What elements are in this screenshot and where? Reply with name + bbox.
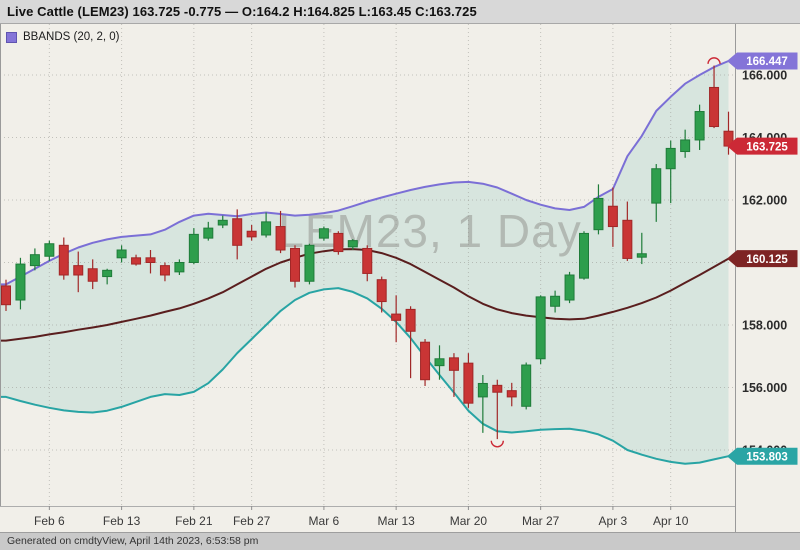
candle-body-down	[58, 244, 69, 276]
candle-body-up	[217, 219, 228, 226]
indicator-legend-label: BBANDS (20, 2, 0)	[23, 31, 120, 43]
candle-body-down	[709, 86, 720, 128]
upper-band-tag-value: 166.447	[746, 56, 788, 68]
candle-body-down	[376, 279, 387, 303]
candle-body-up	[318, 228, 329, 239]
candle-body-down	[362, 247, 373, 274]
x-axis-label: Mar 13	[377, 514, 415, 528]
candle-body-down	[391, 313, 402, 321]
candle-body-down	[622, 219, 633, 259]
candle-body-down	[87, 268, 98, 282]
generated-timestamp: Generated on cmdtyView, April 14th 2023,…	[7, 535, 259, 547]
quote-summary-text: Live Cattle (LEM23) 163.725 -0.775 — O:1…	[7, 4, 477, 19]
candle-body-up	[15, 263, 26, 301]
candles-group	[1, 65, 734, 440]
y-axis-label: 166.000	[742, 68, 787, 82]
candle-body-down	[145, 257, 156, 263]
candle-body-up	[347, 240, 358, 248]
swing-low-marker-icon	[490, 440, 504, 448]
bbands-swatch-icon	[6, 31, 17, 43]
candle-body-up	[477, 382, 488, 398]
x-axis-label: Apr 10	[653, 514, 689, 528]
candle-body-up	[636, 253, 647, 258]
lower-band-tag	[727, 447, 798, 465]
x-axis-label: Feb 21	[175, 514, 213, 528]
candle-body-down	[131, 257, 142, 265]
candle-body-down	[492, 384, 503, 393]
candle-body-down	[463, 362, 474, 404]
candle-body-down	[1, 285, 11, 306]
candle-body-down	[420, 341, 431, 381]
x-axis-label: Feb 27	[233, 514, 271, 528]
candle-body-up	[434, 358, 445, 367]
candle-body-down	[448, 357, 459, 371]
candle-body-up	[680, 139, 691, 153]
candle-body-up	[535, 296, 546, 360]
x-axis-label: Mar 6	[309, 514, 340, 528]
lower-band-line	[0, 287, 730, 465]
upper-band-tag	[727, 52, 798, 70]
candle-body-up	[550, 295, 561, 307]
candle-body-up	[694, 111, 705, 141]
y-axis-label: 158.000	[742, 319, 787, 333]
last-price-tag	[727, 137, 798, 155]
candle-body-down	[506, 390, 517, 398]
candle-body-down	[290, 247, 300, 282]
candle-body-up	[261, 221, 272, 236]
candle-body-down	[232, 218, 243, 246]
candle-body-up	[304, 244, 315, 282]
candle-body-up	[651, 168, 662, 204]
footer-bar: Generated on cmdtyView, April 14th 2023,…	[0, 532, 800, 550]
quote-title-bar: Live Cattle (LEM23) 163.725 -0.775 — O:1…	[0, 0, 800, 24]
upper-band-line	[0, 60, 730, 286]
last-price-tag-value: 163.725	[746, 141, 788, 153]
candle-body-down	[405, 308, 416, 332]
indicator-legend[interactable]: BBANDS (20, 2, 0)	[6, 31, 120, 43]
x-axis-label: Mar 27	[522, 514, 560, 528]
candle-body-down	[275, 226, 286, 251]
swing-high-marker-icon	[707, 57, 721, 64]
x-axis-label: Feb 6	[34, 514, 65, 528]
candle-body-up	[521, 364, 532, 407]
x-axis-label: Feb 13	[103, 514, 141, 528]
candle-body-up	[44, 243, 55, 257]
x-axis-label: Mar 20	[450, 514, 488, 528]
candle-body-down	[159, 265, 170, 276]
x-axis-label: Apr 3	[599, 514, 628, 528]
y-axis-label: 156.000	[742, 381, 787, 395]
candle-body-up	[665, 147, 676, 170]
middle-band-tag-value: 160.125	[746, 254, 788, 266]
candle-body-up	[564, 274, 575, 301]
candle-body-down	[607, 205, 618, 228]
candle-body-up	[593, 197, 604, 231]
candle-body-up	[116, 249, 127, 259]
candle-body-down	[246, 230, 257, 238]
lower-band-tag-value: 153.803	[746, 451, 788, 463]
candle-body-up	[29, 254, 40, 267]
candle-body-up	[174, 261, 185, 273]
candle-body-up	[203, 227, 214, 239]
candle-body-down	[73, 265, 84, 276]
y-axis-label: 162.000	[742, 193, 787, 207]
candle-body-up	[102, 269, 113, 278]
candle-body-up	[579, 232, 589, 279]
middle-band-tag	[727, 250, 798, 268]
chart-area: BBANDS (20, 2, 0) LEM23, 1 Day Feb 6 Feb 1…	[0, 24, 800, 532]
candle-body-up	[188, 233, 199, 263]
candle-body-down	[333, 232, 344, 253]
middle-band-line	[0, 248, 730, 342]
